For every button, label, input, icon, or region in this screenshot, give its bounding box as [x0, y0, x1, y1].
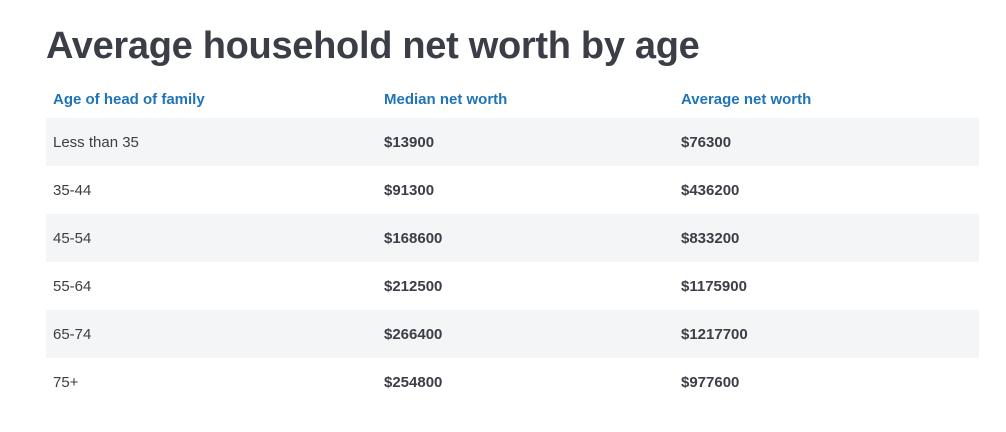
- cell-median: $168600: [377, 214, 674, 262]
- table-header: Age of head of family Median net worth A…: [46, 80, 979, 118]
- column-header-median: Median net worth: [384, 90, 508, 108]
- cell-average: $76300: [674, 118, 979, 166]
- cell-age: 65-74: [46, 310, 377, 358]
- cell-age: 55-64: [53, 277, 92, 295]
- table-row: 75+ $254800 $977600: [46, 358, 979, 406]
- net-worth-table: Age of head of family Median net worth A…: [46, 80, 979, 406]
- cell-age: 45-54: [46, 214, 377, 262]
- cell-age: 35-44: [53, 181, 92, 199]
- table-header-row: Age of head of family Median net worth A…: [46, 80, 979, 118]
- cell-median: $13900: [377, 118, 674, 166]
- table-row: Less than 35 $13900 $76300: [46, 118, 979, 166]
- page-title: Average household net worth by age: [46, 25, 700, 67]
- cell-average: $436200: [681, 181, 740, 199]
- cell-average: $833200: [674, 214, 979, 262]
- cell-average: $977600: [681, 373, 740, 391]
- table-row: 55-64 $212500 $1175900: [46, 262, 979, 310]
- table-body: Less than 35 $13900 $76300 35-44 $91300 …: [46, 118, 979, 406]
- table-row: 35-44 $91300 $436200: [46, 166, 979, 214]
- cell-age: 75+: [53, 373, 79, 391]
- cell-median: $254800: [384, 373, 443, 391]
- cell-average: $1175900: [681, 277, 747, 295]
- table-row: 65-74 $266400 $1217700: [46, 310, 979, 358]
- cell-median: $212500: [384, 277, 443, 295]
- table-row: 45-54 $168600 $833200: [46, 214, 979, 262]
- column-header-average: Average net worth: [681, 90, 812, 108]
- cell-average: $1217700: [674, 310, 979, 358]
- cell-median: $266400: [377, 310, 674, 358]
- column-header-age: Age of head of family: [53, 90, 205, 108]
- cell-median: $91300: [384, 181, 435, 199]
- cell-age: Less than 35: [46, 118, 377, 166]
